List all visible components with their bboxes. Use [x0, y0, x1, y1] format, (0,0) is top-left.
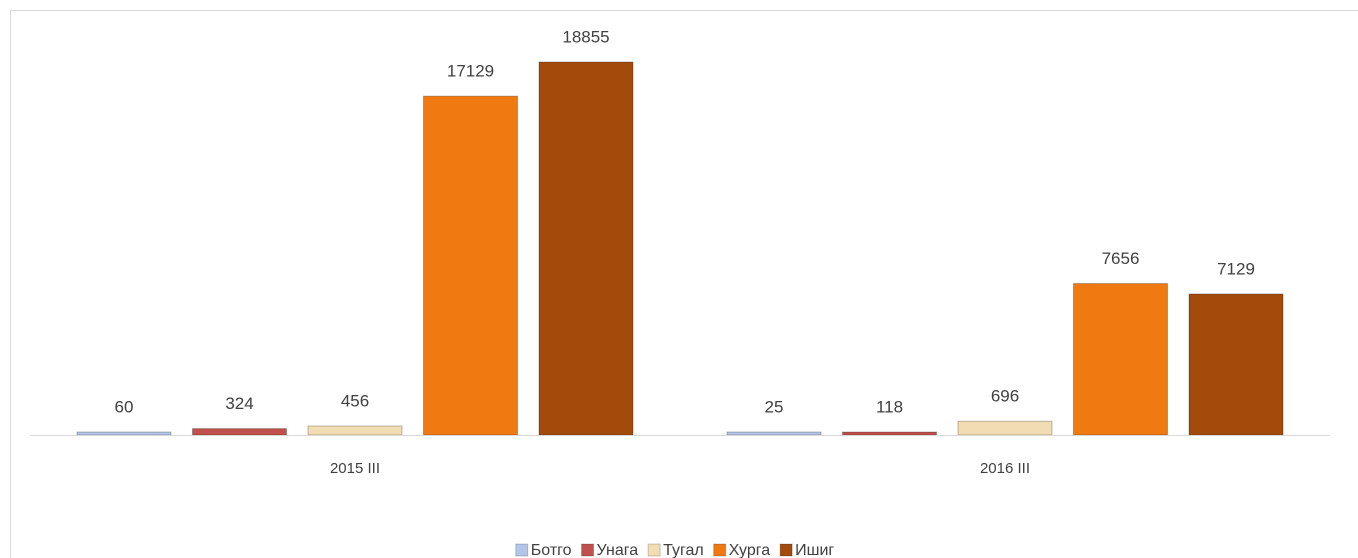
legend-label: Ишиг [795, 542, 834, 558]
legend: Ботго Унага Тугал Хурга Ишиг [515, 542, 834, 558]
legend-label: Унага [597, 542, 639, 558]
data-label: 7129 [1217, 259, 1255, 278]
bar [957, 420, 1053, 436]
bar [538, 61, 634, 436]
data-label: 696 [991, 387, 1019, 406]
data-label: 17129 [447, 62, 494, 81]
data-label: 25 [765, 397, 784, 416]
legend-swatch [581, 543, 595, 557]
legend-label: Хурга [729, 542, 771, 558]
data-label: 118 [876, 397, 903, 416]
bar [1188, 293, 1284, 436]
data-label: 324 [225, 394, 253, 413]
bar [842, 431, 937, 436]
legend-label: Ботго [531, 542, 572, 558]
legend-swatch [515, 543, 529, 557]
bar [423, 95, 518, 436]
legend-swatch [713, 543, 727, 557]
data-label: 456 [341, 391, 369, 410]
data-label: 7656 [1102, 249, 1140, 268]
bar [76, 431, 172, 436]
legend-swatch [647, 543, 661, 557]
chart-border [10, 10, 1358, 558]
legend-label: Тугал [663, 542, 704, 558]
x-tick-label: 2016 III [980, 460, 1030, 477]
bar [307, 425, 403, 436]
data-label: 18855 [562, 27, 609, 46]
data-label: 60 [115, 397, 134, 416]
bar [1073, 283, 1168, 436]
bar [192, 428, 287, 436]
bar [726, 431, 822, 436]
legend-swatch [779, 543, 793, 557]
x-tick-label: 2015 III [330, 460, 380, 477]
